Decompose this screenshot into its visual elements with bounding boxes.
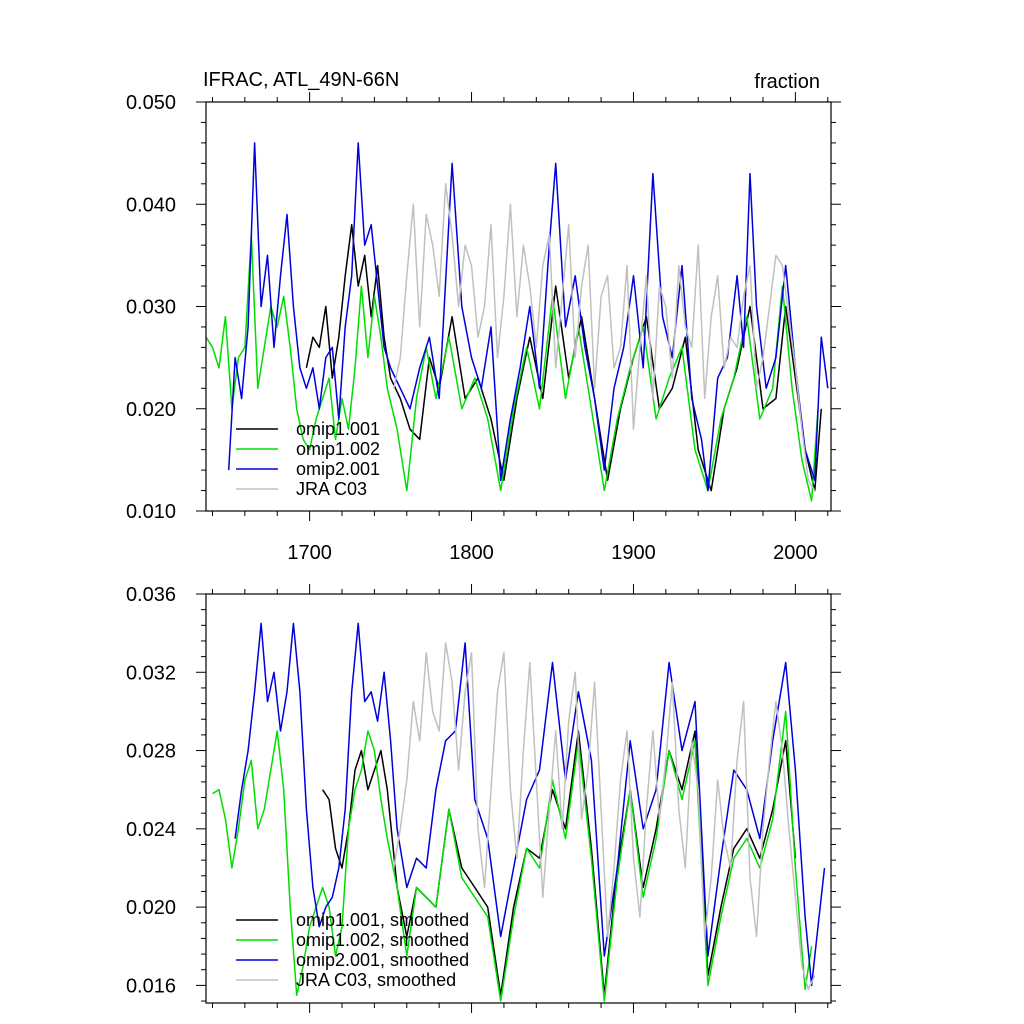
panel1-y-tick-label: 0.020 [126,399,176,421]
panel1-legend-label-2: omip1.002 [296,439,380,459]
panel1-x-tick-label: 1900 [611,542,656,564]
panel1-y-tick-label: 0.010 [126,501,176,523]
panel1-x-tick-label: 1700 [287,542,332,564]
chart-title: IFRAC, ATL_49N-66N [203,69,399,91]
panel1-y-tick-label: 0.040 [126,194,176,216]
panel1-series-group [206,142,829,502]
panel2-y-tick-label: 0.028 [126,741,176,763]
panel1-y-tick-label: 0.050 [126,92,176,114]
bottom-panel: 0.016 0.020 0.024 0.028 0.032 0.036 omip1.001,… [126,584,841,1013]
panel1-legend-label-3: omip2.001 [296,459,380,479]
panel2-y-tick-label: 0.016 [126,975,176,997]
panel2-series-line-4 [393,642,816,991]
panel1-legend-label-1: omip1.001 [296,419,380,439]
panel2-legend-label-4: JRA C03, smoothed [296,970,456,990]
top-panel: 1700 1800 1900 2000 0.010 0.020 0.030 0.040 0.05… [126,92,841,564]
panel2-legend-label-3: omip2.001, smoothed [296,950,469,970]
panel1-x-tick-label: 2000 [773,542,818,564]
panel2-y-tick-label: 0.032 [126,662,176,684]
panel2-y-tick-label: 0.024 [126,819,176,841]
panel1-legend-label-4: JRA C03 [296,479,367,499]
panel1-series-line-4 [393,183,816,492]
units-label: fraction [754,71,820,93]
panel2-series-group [212,622,826,1002]
panel2-plot-frame [205,593,832,1004]
panel2-legend-label-2: omip1.002, smoothed [296,930,469,950]
panel1-series-line-3 [227,142,829,492]
panel2-y-tick-label: 0.036 [126,584,176,606]
panel1-y-tick-label: 0.030 [126,297,176,319]
panel2-legend-label-1: omip1.001, smoothed [296,910,469,930]
panel1-x-tick-label: 1800 [449,542,494,564]
panel2-y-tick-label: 0.020 [126,897,176,919]
